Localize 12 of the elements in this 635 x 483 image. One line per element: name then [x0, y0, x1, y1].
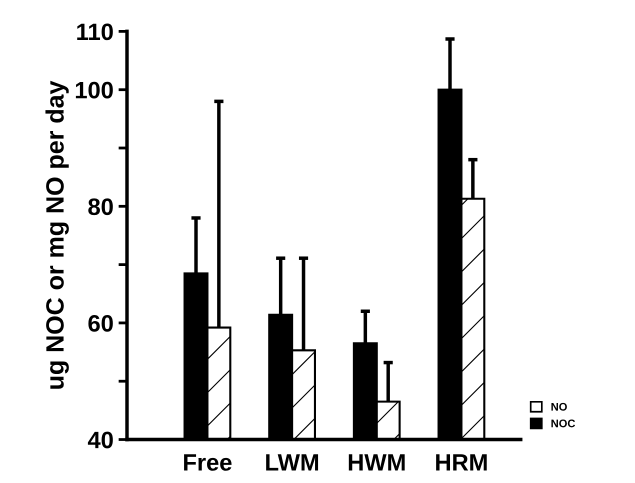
legend-label: NOC: [551, 419, 576, 428]
x-tick-label: HRM: [436, 454, 487, 471]
y-tick-label: 100: [76, 82, 113, 98]
y-tick-label: 60: [88, 314, 113, 332]
y-axis-title: ug NOC or mg NO per day: [45, 80, 69, 389]
x-tick-label: LWM: [266, 454, 318, 471]
y-tick-label: 40: [88, 432, 113, 448]
y-tick-label: 110: [77, 23, 113, 40]
y-tick-label: 80: [88, 198, 113, 216]
x-tick-label: HWM: [348, 454, 405, 471]
legend-label: NO: [551, 402, 567, 411]
x-tick-label: Free: [184, 454, 232, 471]
